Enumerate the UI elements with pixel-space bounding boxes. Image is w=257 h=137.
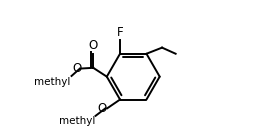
Text: methyl: methyl [34, 77, 71, 87]
Text: methyl: methyl [59, 116, 95, 126]
Text: F: F [117, 26, 123, 39]
Text: O: O [97, 102, 107, 115]
Text: O: O [72, 62, 81, 75]
Text: O: O [89, 39, 98, 52]
